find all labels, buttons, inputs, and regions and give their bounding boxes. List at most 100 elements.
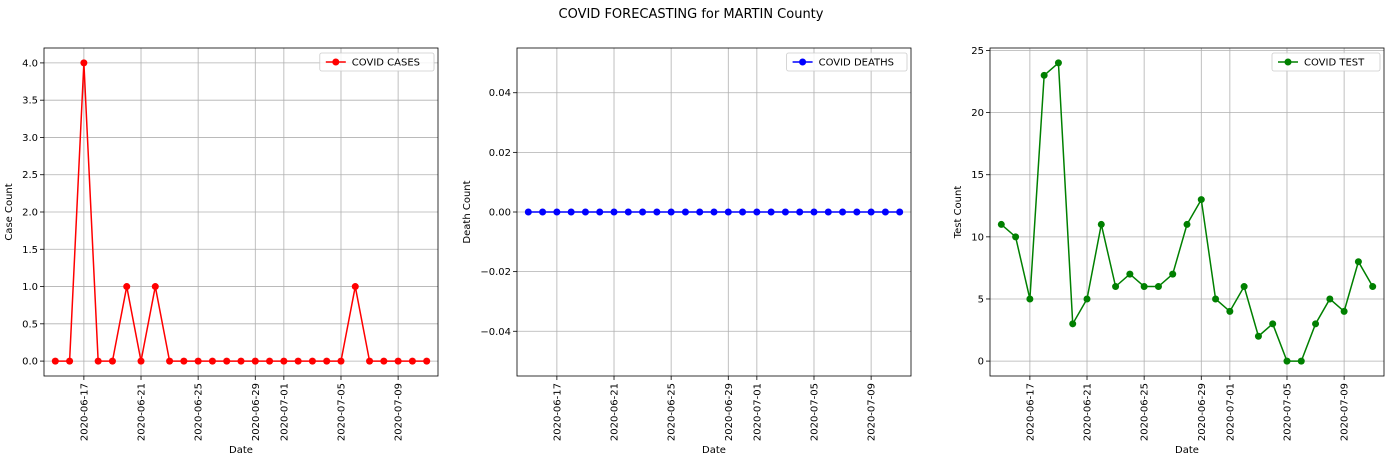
series-line	[1000, 61, 1374, 362]
data-point	[123, 283, 131, 291]
data-point	[767, 208, 775, 216]
data-point	[539, 208, 547, 216]
data-point	[1012, 233, 1020, 241]
data-point	[610, 208, 618, 216]
data-point	[667, 208, 675, 216]
y-axis-label: Test Count	[953, 186, 964, 240]
data-point	[1140, 283, 1148, 291]
y-tick-label: 1.0	[22, 282, 38, 293]
data-point	[839, 208, 847, 216]
data-point	[423, 357, 431, 365]
y-tick-label: 4.0	[22, 58, 38, 69]
data-point	[51, 357, 59, 365]
data-point	[1126, 270, 1134, 278]
x-tick-label: 2020-07-05	[809, 383, 820, 441]
data-point	[1112, 283, 1120, 291]
data-point	[796, 208, 804, 216]
y-tick-label: 25	[971, 46, 984, 57]
data-point	[66, 357, 74, 365]
data-point	[653, 208, 661, 216]
x-tick-label: 2020-07-01	[279, 383, 290, 441]
data-point	[1069, 320, 1077, 328]
legend-marker	[332, 58, 340, 66]
x-tick-label: 2020-07-01	[1225, 383, 1236, 441]
data-point	[781, 208, 789, 216]
x-tick-label: 2020-06-29	[1197, 383, 1208, 441]
y-tick-label: 20	[971, 108, 984, 119]
data-point	[1369, 283, 1377, 291]
chart-panel-3: 2020-06-17 2020-06-21 2020-06-25 2020-06-29…	[953, 46, 1385, 456]
data-point	[223, 357, 231, 365]
data-point	[853, 208, 861, 216]
data-point	[323, 357, 331, 365]
data-point	[208, 357, 216, 365]
y-axis-label: Death Count	[462, 180, 473, 243]
x-tick-label: 2020-06-29	[251, 383, 262, 441]
data-point	[524, 208, 532, 216]
data-point	[881, 208, 889, 216]
y-tick-label: −0.04	[480, 327, 511, 338]
data-point	[408, 357, 416, 365]
data-point	[896, 208, 904, 216]
data-point	[1340, 307, 1348, 315]
y-tick-label: 0.5	[22, 319, 38, 330]
x-axis-label: Date	[702, 445, 726, 456]
data-point	[1226, 307, 1234, 315]
data-point	[1283, 357, 1291, 365]
data-point	[351, 283, 359, 291]
legend-label: COVID DEATHS	[819, 58, 894, 69]
data-point	[294, 357, 302, 365]
x-tick-label: 2020-07-05	[1282, 383, 1293, 441]
data-point	[394, 357, 402, 365]
legend-label: COVID TEST	[1304, 58, 1365, 69]
data-point	[280, 357, 288, 365]
data-point	[997, 220, 1005, 228]
data-point	[1212, 295, 1220, 303]
x-axis-label: Date	[1175, 445, 1199, 456]
data-point	[1083, 295, 1091, 303]
figure-suptitle: COVID FORECASTING for MARTIN County	[559, 7, 824, 22]
y-tick-label: 3.5	[22, 96, 38, 107]
x-tick-label: 2020-06-17	[1025, 383, 1036, 441]
y-tick-label: 0.02	[489, 148, 511, 159]
legend-marker	[1284, 58, 1292, 66]
data-point	[1040, 71, 1048, 79]
data-point	[1154, 283, 1162, 291]
y-tick-label: −0.02	[480, 267, 511, 278]
legend-box	[786, 52, 908, 72]
x-tick-label: 2020-07-09	[394, 383, 405, 441]
data-point	[810, 208, 818, 216]
y-tick-label: 10	[971, 232, 984, 243]
data-point	[1354, 258, 1362, 266]
data-point	[724, 208, 732, 216]
data-point	[266, 357, 274, 365]
chart-panels: 2020-06-17 2020-06-21 2020-06-25 2020-06-29…	[4, 46, 1385, 456]
x-tick-label: 2020-06-25	[1140, 383, 1151, 441]
legend: COVID TEST	[1271, 52, 1381, 72]
legend-box	[1271, 52, 1381, 72]
data-point	[237, 357, 245, 365]
x-tick-label: 2020-07-01	[752, 383, 763, 441]
data-point	[251, 357, 259, 365]
data-point	[1054, 59, 1062, 67]
chart-panel-1: 2020-06-17 2020-06-21 2020-06-25 2020-06-29…	[4, 47, 439, 456]
x-tick-label: 2020-07-09	[1340, 383, 1351, 441]
data-point	[366, 357, 374, 365]
y-tick-label: 0.00	[489, 208, 511, 219]
data-point	[1097, 220, 1105, 228]
chart-panel-2: 2020-06-17 2020-06-21 2020-06-25 2020-06-29…	[462, 47, 912, 456]
y-tick-label: 5	[978, 294, 984, 305]
data-point	[380, 357, 388, 365]
x-tick-label: 2020-06-21	[610, 383, 621, 441]
data-point	[137, 357, 145, 365]
data-point	[739, 208, 747, 216]
x-tick-label: 2020-06-29	[724, 383, 735, 441]
data-point	[1197, 196, 1205, 204]
data-point	[753, 208, 761, 216]
data-point	[1312, 320, 1320, 328]
data-point	[180, 357, 188, 365]
y-tick-label: 0.0	[22, 357, 38, 368]
y-tick-label: 3.0	[22, 133, 38, 144]
data-point	[194, 357, 202, 365]
